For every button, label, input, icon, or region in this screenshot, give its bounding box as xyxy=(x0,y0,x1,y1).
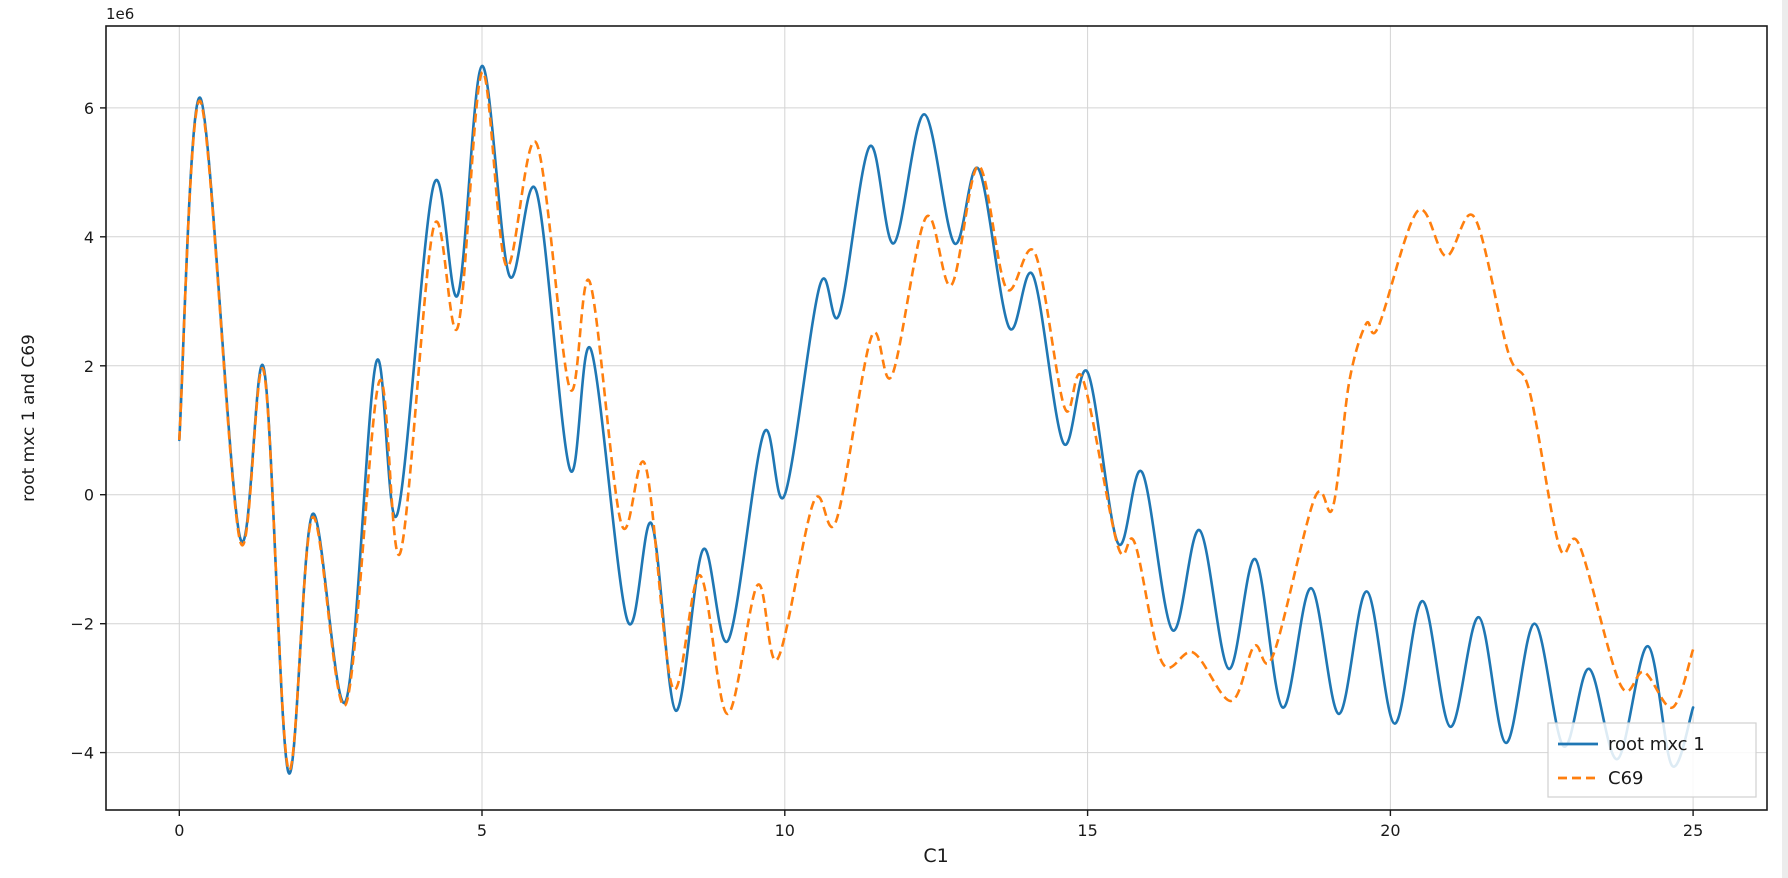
y-tick-label: −2 xyxy=(70,615,94,634)
y-tick-label: 2 xyxy=(84,357,94,376)
screen-edge-strip xyxy=(1782,0,1788,878)
series-line-root-mxc-1 xyxy=(178,64,1695,775)
x-tick-label: 5 xyxy=(477,821,487,840)
legend-label-c69: C69 xyxy=(1608,768,1643,789)
x-tick-label: 0 xyxy=(174,821,184,840)
series-line-c69 xyxy=(178,71,1695,772)
x-tick-label: 25 xyxy=(1683,821,1703,840)
grid-lines xyxy=(106,26,1767,810)
y-axis-label: root mxc 1 and C69 xyxy=(19,334,39,502)
legend: root mxc 1 C69 xyxy=(1547,722,1757,798)
legend-box xyxy=(1547,722,1757,798)
x-tick-label: 20 xyxy=(1380,821,1400,840)
y-tick-label: 4 xyxy=(84,228,94,247)
axes-spines xyxy=(105,25,1768,811)
y-axis-offset-label: 1e6 xyxy=(106,5,134,23)
x-tick-label: 15 xyxy=(1077,821,1097,840)
legend-label-root-mxc-1: root mxc 1 xyxy=(1608,734,1705,755)
y-tick-label: 0 xyxy=(84,486,94,505)
x-tick-label: 10 xyxy=(775,821,795,840)
y-tick-label: −4 xyxy=(70,744,94,763)
axis-ticks: 0 5 10 15 20 25 −4 −2 0 2 4 6 xyxy=(70,99,1703,840)
y-tick-label: 6 xyxy=(84,99,94,118)
x-axis-label: C1 xyxy=(923,845,948,867)
